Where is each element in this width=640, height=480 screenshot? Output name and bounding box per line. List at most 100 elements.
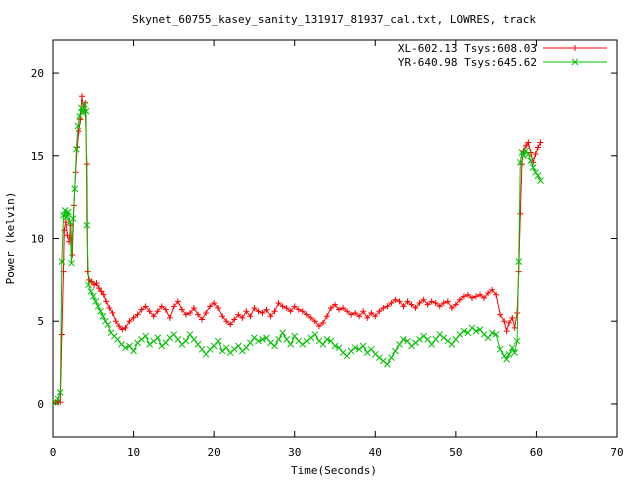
data-point-marker [215,304,222,311]
data-point-marker [367,345,375,353]
y-tick-label: 10 [31,233,44,246]
data-point-marker [315,323,322,330]
data-point-marker [525,139,532,146]
data-point-marker [195,311,202,318]
legend-label-xl: XL-602.13 Tsys:608.03 [398,42,537,55]
data-point-marker [210,342,218,350]
legend-label-yr: YR-640.98 Tsys:645.62 [398,56,537,69]
data-point-marker [63,213,71,221]
data-point-marker [420,296,427,303]
data-point-marker [335,344,343,352]
data-point-marker [404,298,411,305]
data-point-marker [162,306,169,313]
data-point-marker [532,168,539,176]
data-point-marker [356,313,363,320]
data-point-marker [166,334,174,342]
data-point-marker [126,318,133,325]
data-point-marker [56,388,64,396]
data-point-marker [323,313,330,320]
data-point-marker [332,301,338,308]
data-point-marker [396,341,403,348]
data-point-marker [134,311,141,318]
data-point-marker [396,298,403,305]
data-point-marker [432,336,440,343]
data-point-marker [178,341,186,348]
data-point-marker [468,295,475,302]
data-point-marker [251,304,258,311]
data-point-marker [130,347,137,355]
data-point-marker [444,298,451,305]
data-point-marker [535,144,542,151]
data-point-marker [515,258,523,266]
data-point-marker [275,336,282,343]
data-point-marker [158,303,165,310]
data-point-marker [287,341,295,348]
data-point-marker [119,326,126,333]
x-tick-label: 60 [530,446,543,459]
data-point-marker [472,327,480,335]
data-point-marker [71,185,79,193]
data-point-marker [303,337,311,345]
data-point-marker [392,296,399,303]
data-point-marker [60,211,67,219]
data-point-marker [83,221,91,229]
x-tick-label: 10 [127,446,140,459]
data-point-marker [287,308,294,315]
data-point-marker [485,290,492,297]
data-point-marker [452,301,459,308]
data-point-marker [102,317,109,325]
data-point-marker [100,291,107,298]
data-point-marker [379,357,387,365]
data-point-marker [92,298,100,305]
data-point-marker [230,345,238,353]
data-point-marker [186,331,194,338]
data-point-marker [372,313,379,320]
data-point-marker [222,344,230,352]
data-point-marker [307,334,315,342]
data-point-marker [259,336,266,343]
data-point-marker [516,159,524,166]
data-point-marker [283,304,290,311]
data-point-marker [114,336,121,343]
data-point-marker [243,308,250,315]
data-point-marker [291,332,299,340]
data-point-marker [480,331,488,338]
data-point-marker [537,177,544,184]
data-point-marker [343,352,351,360]
data-point-marker [497,311,504,318]
data-point-marker [162,339,170,347]
data-point-marker [295,337,303,345]
data-point-marker [481,295,488,302]
data-point-marker [97,307,104,315]
data-point-marker [61,227,68,234]
data-point-marker [186,309,193,316]
data-point-marker [532,151,539,158]
data-point-marker [79,109,87,117]
data-point-marker [122,324,129,331]
data-point-marker [99,312,107,320]
data-point-marker [351,344,359,352]
data-point-marker [219,313,226,320]
data-point-marker [202,350,210,358]
legend-marker [572,45,578,51]
data-point-marker [492,331,500,338]
data-point-marker [138,336,145,343]
axis-ticks: 0 10 20 30 40 50 60 70 0 5 10 15 20 [31,40,624,459]
data-point-marker [255,337,262,345]
data-point-marker [95,285,102,292]
data-point-marker [88,278,95,285]
data-point-marker [243,344,250,352]
data-point-marker [522,142,529,149]
data-point-marker [69,215,77,223]
data-point-marker [211,300,218,307]
data-point-marker [52,398,59,406]
y-axis-label: Power (kelvin) [4,192,17,285]
data-point-marker [57,399,64,406]
data-point-marker [436,303,443,310]
data-point-marker [247,313,254,320]
data-point-marker [493,291,500,298]
data-point-marker [456,296,463,303]
x-axis-label: Time(Seconds) [291,464,377,477]
data-point-marker [279,303,286,310]
